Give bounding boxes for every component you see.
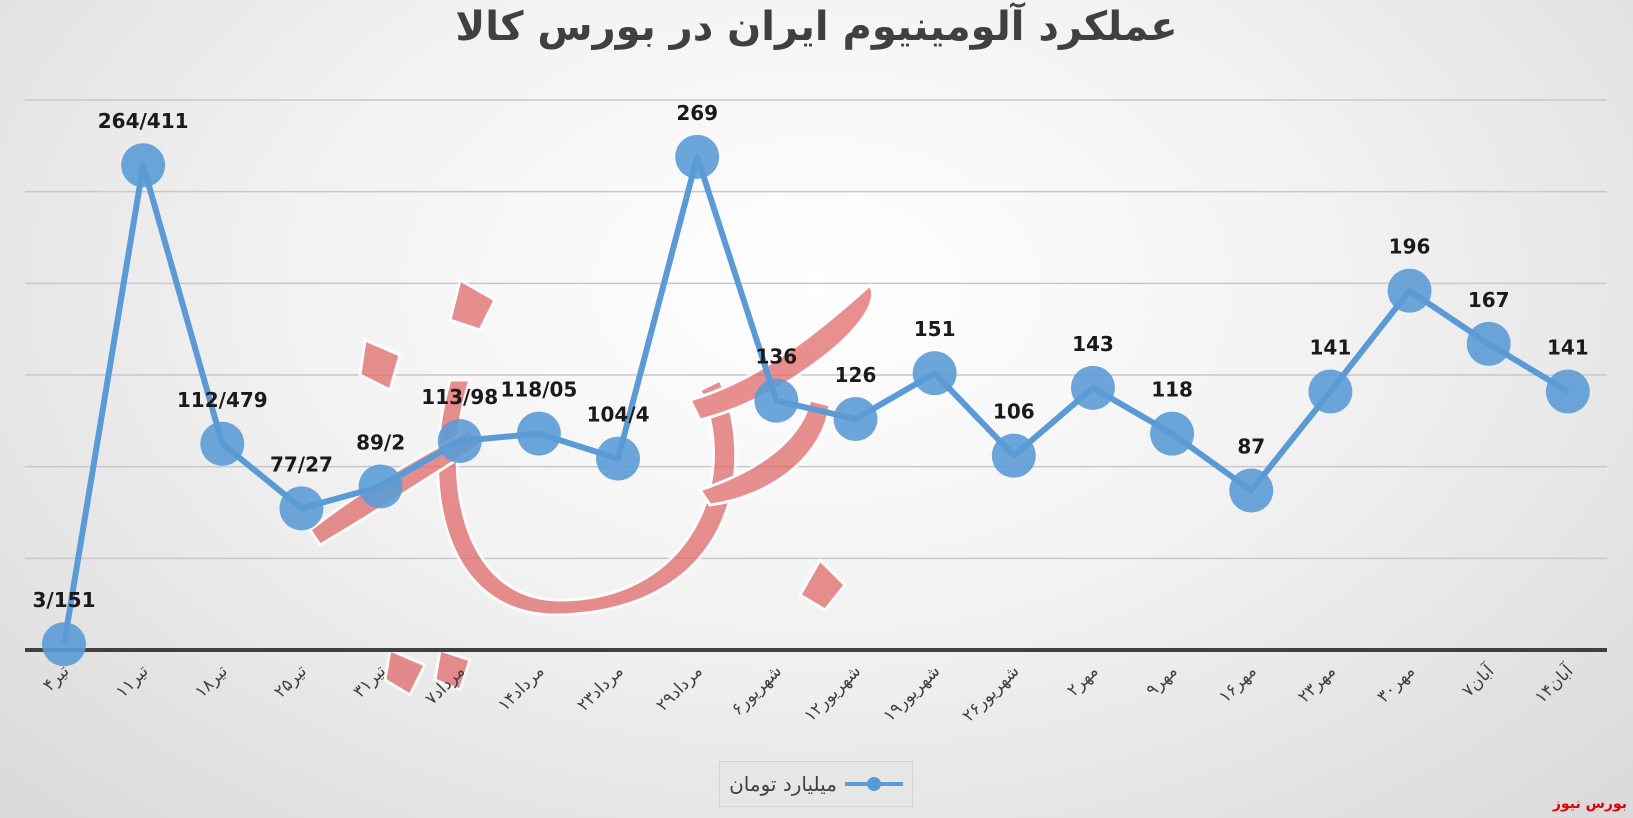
x-tick-label: ۱۴آبان [1530, 659, 1579, 708]
watermark-dot [797, 557, 848, 612]
x-tick-label: ۷آبان [1457, 659, 1499, 701]
x-tick-label: ۲مهر [1063, 661, 1102, 700]
data-point [437, 419, 482, 464]
x-tick-label: ۱۸تیر [191, 661, 232, 702]
data-point [200, 421, 245, 466]
brand-label: بورس نیوز [1552, 796, 1627, 812]
data-label: 151 [914, 317, 956, 341]
data-point [1387, 268, 1432, 313]
data-point [1229, 468, 1274, 513]
data-label: 118 [1151, 378, 1193, 402]
data-label: 3/151 [33, 588, 96, 612]
data-label: 106 [993, 400, 1035, 424]
x-tick-label: ۶شهریور [728, 661, 786, 719]
x-tick-label: ۲۹مرداد [653, 661, 707, 715]
x-tick-label: ۱۹شهریور [880, 661, 945, 726]
data-point [1308, 369, 1353, 414]
watermark-dot [358, 337, 402, 393]
data-point [121, 143, 166, 188]
data-label: 118/05 [500, 378, 577, 402]
watermark-dot [448, 277, 497, 332]
legend-line-marker-icon [844, 777, 903, 791]
data-point [675, 134, 720, 179]
x-tick-label: ۲۳مهر [1294, 661, 1340, 707]
x-tick-label: ۴تیر [39, 661, 73, 695]
watermark-stroke [697, 398, 832, 507]
data-point [833, 397, 878, 441]
data-label: 167 [1468, 288, 1510, 312]
data-label: 87 [1237, 435, 1265, 459]
data-label: 141 [1310, 336, 1352, 360]
x-tick-label: ۲۵تیر [270, 661, 311, 702]
data-label: 264/411 [98, 109, 189, 133]
x-tick-label: ۱۴مرداد [494, 661, 548, 715]
x-tick-label: ۲۳مرداد [573, 661, 627, 715]
data-label: 77/27 [270, 452, 333, 476]
legend: میلیارد تومان [719, 761, 913, 807]
data-point [912, 351, 957, 396]
x-tick-label: ۱۲شهریور [800, 661, 865, 726]
data-label: 143 [1072, 332, 1114, 356]
data-point [279, 486, 324, 531]
chart-title: عملکرد آلومینیوم ایران در بورس کالا [455, 4, 1178, 50]
data-label: 196 [1389, 235, 1431, 259]
data-label: 141 [1547, 336, 1589, 360]
data-point [1466, 321, 1511, 366]
data-label: 126 [835, 363, 877, 387]
data-label: 113/98 [421, 385, 498, 409]
data-point [42, 622, 86, 667]
x-tick-label: ۱۱تیر [112, 661, 153, 702]
data-label: 104/4 [587, 403, 650, 427]
data-label: 89/2 [356, 430, 405, 454]
data-label: 269 [676, 101, 718, 125]
data-label: 112/479 [177, 388, 268, 412]
x-tick-label: ۳۰مهر [1373, 661, 1419, 707]
data-point [1545, 369, 1590, 414]
x-tick-label: ۲۶شهریور [959, 661, 1024, 726]
watermark-dot [383, 647, 428, 698]
x-tick-label: ۱۶مهر [1215, 661, 1261, 707]
data-point [596, 436, 641, 481]
watermark-dot [433, 648, 472, 692]
x-tick-label: ۳۱تیر [349, 661, 390, 702]
data-point [1150, 411, 1195, 456]
data-point [754, 378, 799, 423]
x-tick-label: ۹مهر [1142, 661, 1181, 700]
data-point [516, 411, 561, 456]
data-label: 136 [755, 345, 797, 369]
data-point [1070, 365, 1115, 410]
legend-label: میلیارد تومان [729, 772, 837, 796]
data-point [358, 464, 403, 509]
data-point [991, 433, 1036, 478]
